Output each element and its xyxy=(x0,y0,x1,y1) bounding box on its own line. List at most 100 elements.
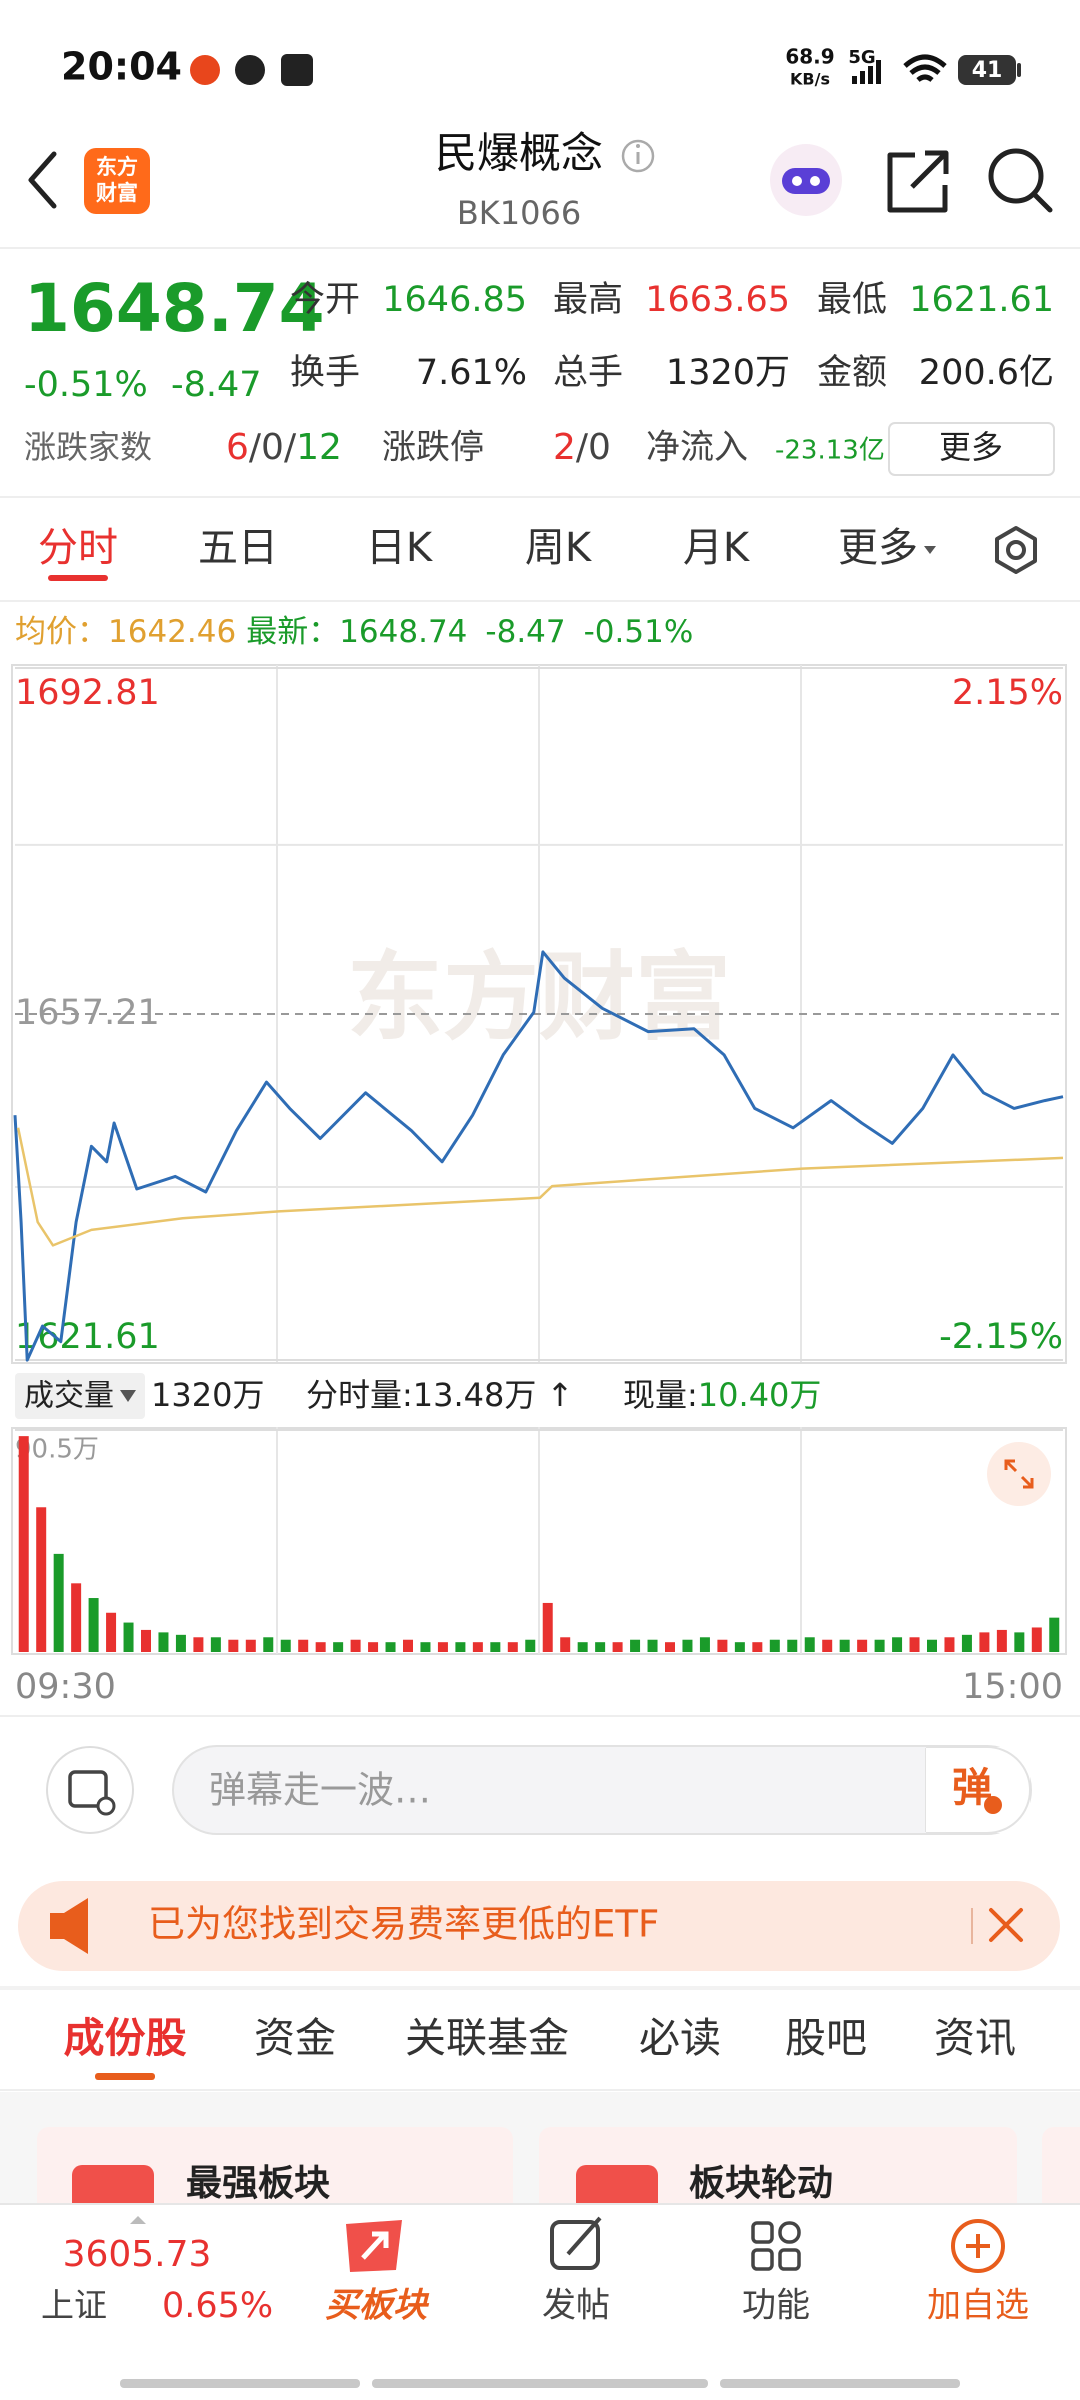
nav-icon xyxy=(751,2248,774,2271)
volume-bar xyxy=(175,1634,186,1652)
back-button[interactable] xyxy=(28,151,57,209)
banner-close[interactable] xyxy=(989,1908,1023,1942)
card[interactable] xyxy=(539,2127,1017,2227)
nav-label[interactable]: 发帖 xyxy=(542,2286,610,2326)
nav-label[interactable]: 买板块 xyxy=(325,2286,430,2326)
y-tick-label: 90.5万 xyxy=(15,1435,99,1465)
gesture-bar xyxy=(120,2379,960,2388)
info-icon[interactable] xyxy=(621,139,655,173)
index-name: 上证 xyxy=(41,2286,107,2325)
assistant-eye xyxy=(810,176,820,186)
volume-bar xyxy=(368,1642,379,1652)
expand-icon xyxy=(1004,1459,1034,1489)
stat-label: 最低 xyxy=(817,280,887,320)
stat-label: 今开 xyxy=(290,280,360,320)
y-tick-label: 1657.21 xyxy=(15,993,160,1033)
status-time: 20:04 xyxy=(61,45,182,89)
settings-button[interactable] xyxy=(995,526,1037,574)
network-type: 5G xyxy=(848,47,875,68)
volume-bar xyxy=(490,1642,501,1652)
volume-total: 1320万 xyxy=(151,1376,264,1414)
card-title: 最强板块 xyxy=(186,2163,330,2204)
volume-bar xyxy=(647,1639,658,1652)
volume-bar xyxy=(210,1637,221,1652)
avg-price: 1642.46 xyxy=(108,614,236,650)
volume-bar xyxy=(979,1632,990,1652)
stat-label: 最高 xyxy=(553,280,623,320)
volume-bar xyxy=(1031,1627,1042,1652)
chart-tab[interactable]: 更多 xyxy=(838,525,918,571)
chart-tab[interactable]: 分时 xyxy=(38,525,118,571)
volume-bar xyxy=(472,1642,483,1652)
stat-value: 200.6亿 xyxy=(919,353,1054,393)
x-tick-label: 09:30 xyxy=(15,1667,116,1707)
search-button[interactable] xyxy=(988,148,1044,204)
avg-label: 均价： xyxy=(15,614,108,650)
nav-label[interactable]: 加自选 xyxy=(927,2286,1029,2326)
danmaku-send-button[interactable] xyxy=(926,1746,1031,1834)
section-tab[interactable]: 资讯 xyxy=(934,2014,1016,2062)
change-pct: -0.51% xyxy=(24,365,148,405)
stat-value: 1663.65 xyxy=(645,280,790,320)
limit: 2/0 xyxy=(553,427,611,468)
nav-label[interactable]: 功能 xyxy=(742,2286,810,2326)
watermark: 东方财富 xyxy=(347,941,731,1053)
volume-bar xyxy=(71,1583,82,1652)
volume-bar xyxy=(437,1642,448,1652)
volume-bar xyxy=(961,1634,972,1652)
separator: / xyxy=(576,427,589,468)
volume-bar xyxy=(18,1436,29,1652)
last-price: 1648.74 xyxy=(24,270,325,347)
page-title: 民爆概念 xyxy=(435,129,603,178)
volume-bar xyxy=(804,1637,815,1652)
chart-tab[interactable]: 月K xyxy=(683,525,751,571)
down-count: 12 xyxy=(296,427,342,468)
stat-value: 1646.85 xyxy=(382,280,527,320)
latest-label: 最新： xyxy=(246,614,339,650)
volume-bar xyxy=(595,1642,606,1652)
volume-bar xyxy=(630,1639,641,1652)
logo-text: 财富 xyxy=(96,181,138,205)
volume-bar xyxy=(699,1637,710,1652)
card[interactable] xyxy=(1042,2127,1080,2227)
volume-bar xyxy=(909,1637,920,1652)
y-tick-label: 1692.81 xyxy=(15,673,160,713)
section-tab[interactable]: 关联基金 xyxy=(405,2014,569,2062)
card[interactable] xyxy=(37,2127,513,2227)
chart-tab[interactable]: 日K xyxy=(366,525,434,571)
card-title: 板块轮动 xyxy=(689,2163,833,2204)
nav-icon xyxy=(550,2220,600,2270)
volume-bar xyxy=(280,1639,291,1652)
volume-bar xyxy=(682,1639,693,1652)
volume-bar xyxy=(560,1637,571,1652)
battery-level: 41 xyxy=(972,58,1003,83)
index-expand[interactable] xyxy=(130,2216,146,2224)
danmaku-icon-gear xyxy=(96,1796,116,1816)
stat-value: 1320万 xyxy=(666,353,790,393)
status-icon xyxy=(235,55,265,85)
y2-tick-label: 2.15% xyxy=(952,673,1063,713)
etf-banner-text: 已为您找到交易费率更低的ETF xyxy=(148,1903,659,1946)
section-tab[interactable]: 成份股 xyxy=(64,2014,187,2062)
price-line xyxy=(16,1127,1064,1247)
volume-selector[interactable] xyxy=(15,1373,145,1419)
volume-bar xyxy=(333,1642,344,1652)
battery-tip xyxy=(1017,63,1021,77)
expand-button[interactable] xyxy=(987,1442,1051,1506)
volume-bar xyxy=(123,1622,134,1652)
chart-tab[interactable]: 周K xyxy=(525,525,593,571)
chart-tab[interactable]: 五日 xyxy=(198,525,278,571)
section-tab[interactable]: 资金 xyxy=(254,2014,336,2062)
etf-banner[interactable] xyxy=(18,1881,1060,1971)
share-button[interactable] xyxy=(887,150,949,213)
change: -8.47 xyxy=(171,365,262,405)
flat-count: 0 xyxy=(261,427,284,468)
section-tab[interactable]: 必读 xyxy=(639,2014,721,2062)
more-button[interactable] xyxy=(888,422,1055,476)
volume-selector-label: 成交量 xyxy=(24,1379,114,1414)
section-tab[interactable]: 股吧 xyxy=(785,2014,867,2062)
danmaku-settings[interactable] xyxy=(46,1746,134,1834)
volume-bar xyxy=(263,1637,274,1652)
limit-down: 0 xyxy=(588,427,611,468)
